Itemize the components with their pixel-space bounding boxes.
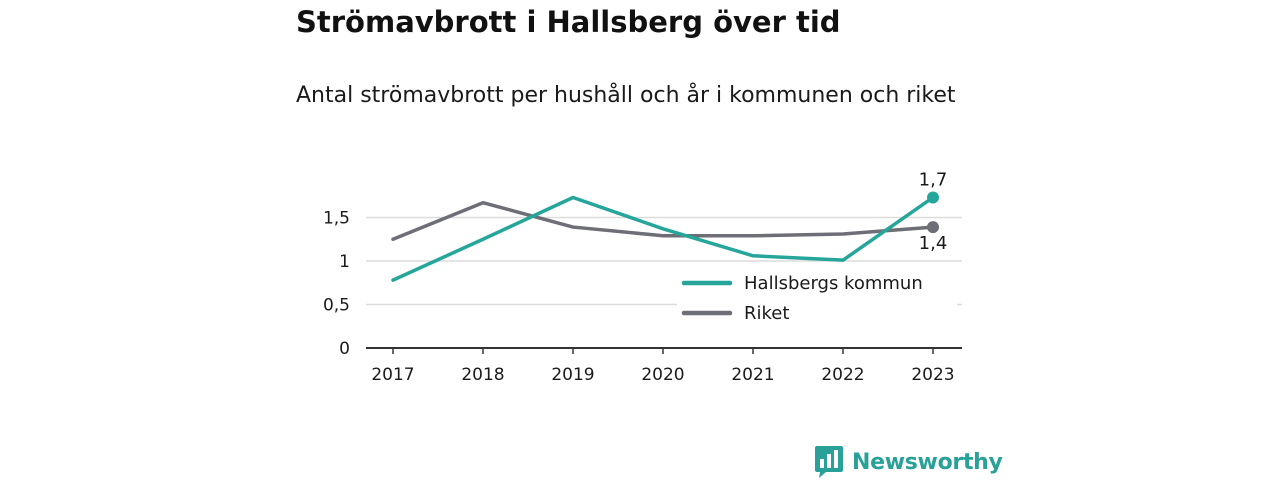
legend-label: Riket (744, 303, 789, 324)
x-tick-label: 2023 (911, 365, 954, 385)
series-line (391, 200, 935, 241)
line-chart: 0 0,5 1 1,5 2017 2018 2019 2020 2021 2022 2023 1,7 1… (323, 169, 962, 385)
brand-name: Newsworthy (852, 449, 1003, 475)
series-line (391, 195, 935, 282)
y-tick-label: 0 (339, 339, 350, 359)
series-end-label: 1,4 (919, 233, 948, 254)
x-tick-label: 2019 (551, 365, 594, 385)
legend-label: Hallsbergs kommun (744, 273, 923, 294)
y-tick-label: 0,5 (323, 296, 350, 316)
legend-box (677, 268, 957, 326)
x-tick-label: 2022 (821, 365, 864, 385)
x-tick-label: 2021 (731, 365, 774, 385)
y-tick-label: 1 (339, 252, 350, 272)
x-tick-label: 2018 (461, 365, 504, 385)
chart-title: Strömavbrott i Hallsberg över tid (296, 5, 841, 39)
series-end-marker (927, 191, 939, 204)
y-tick-label: 1,5 (323, 209, 350, 229)
newsworthy-logo-icon (815, 446, 843, 478)
x-tick-label: 2017 (371, 365, 414, 385)
series-end-marker (927, 221, 939, 234)
series-end-label: 1,7 (919, 169, 948, 190)
chart-subtitle: Antal strömavbrott per hushåll och år i … (296, 83, 956, 108)
brand-logo: Newsworthy (814, 444, 1003, 480)
x-tick-label: 2020 (641, 365, 684, 385)
